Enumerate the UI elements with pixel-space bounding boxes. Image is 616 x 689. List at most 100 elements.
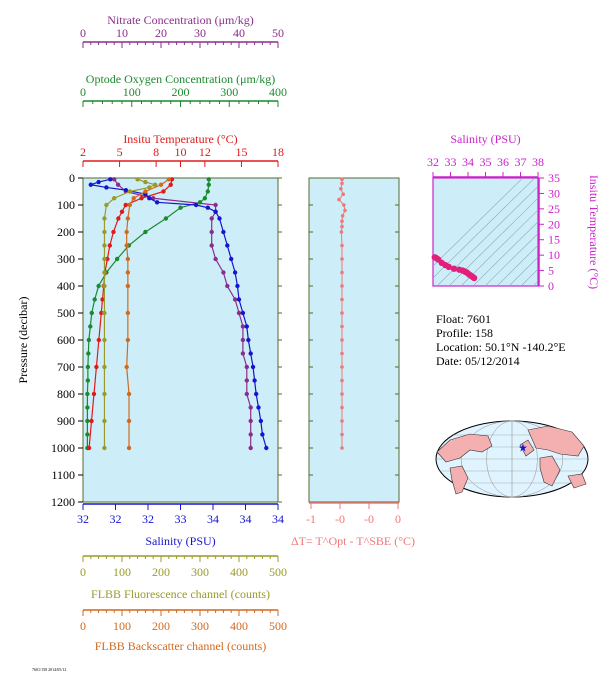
ts-x-tick-label: 34 xyxy=(462,155,474,169)
delta-t-point xyxy=(340,405,344,410)
ts-y-tick-label: 10 xyxy=(548,248,560,262)
delta-t-point xyxy=(340,432,344,437)
nitrate-series xyxy=(112,177,253,451)
temperature-point xyxy=(119,209,125,214)
ts-y-tick-label: 20 xyxy=(548,217,560,231)
salinity-point xyxy=(260,432,265,437)
salinity-point xyxy=(248,351,253,356)
backscatter-point xyxy=(125,216,131,221)
fluorescence-point xyxy=(152,182,158,187)
temperature-tick-label: 10 xyxy=(175,145,187,159)
backscatter-tick-label: 200 xyxy=(152,619,170,633)
temperature-tick-label: 5 xyxy=(117,145,123,159)
world-map: ★ xyxy=(435,420,589,498)
fluorescence-point xyxy=(143,179,148,185)
oxygen-tick-label: 400 xyxy=(269,85,287,99)
fluorescence-tick-label: 500 xyxy=(269,565,287,579)
nitrate-point xyxy=(225,283,230,289)
salinity-point xyxy=(235,283,240,289)
fluorescence-tick-label: 200 xyxy=(152,565,170,579)
salinity-point xyxy=(154,200,160,205)
nitrate-point xyxy=(248,418,253,424)
backscatter-point xyxy=(125,256,131,262)
delta-t-point xyxy=(340,419,344,423)
nitrate-tick-label: 0 xyxy=(80,26,86,40)
density-contour xyxy=(436,186,538,286)
nitrate-tick-label: 50 xyxy=(272,26,284,40)
temperature-point xyxy=(89,418,94,424)
fluorescence-point xyxy=(102,243,107,248)
density-contour xyxy=(557,168,616,286)
density-contour xyxy=(520,268,538,286)
temperature-tick-label: 12 xyxy=(199,145,211,159)
salinity-point xyxy=(246,337,251,343)
fluorescence-point xyxy=(102,283,107,289)
oxygen-point xyxy=(85,364,91,370)
fluorescence-point xyxy=(102,445,107,451)
delta-t-tick-label: -1 xyxy=(306,512,316,526)
nitrate-tick-label: 40 xyxy=(233,26,245,40)
delta-t-point xyxy=(340,257,344,261)
y-axis-label: Pressure (decibar) xyxy=(16,297,30,384)
nitrate-point xyxy=(244,391,249,397)
salinity-point xyxy=(225,243,230,248)
nitrate-point xyxy=(213,202,218,208)
fluorescence-point xyxy=(112,196,117,201)
y-tick-label: 0 xyxy=(69,171,75,185)
density-contour xyxy=(508,256,538,286)
fluorescence-point xyxy=(102,256,107,262)
nitrate-tick-label: 20 xyxy=(155,26,167,40)
ts-y-tick-label: 0 xyxy=(548,279,554,293)
delta-t-point xyxy=(340,181,344,186)
fluorescence-point xyxy=(102,310,107,316)
y-tick-label: 300 xyxy=(57,252,75,266)
oxygen-point xyxy=(85,378,91,383)
delta-t-point xyxy=(340,243,344,248)
nitrate-point xyxy=(115,182,121,187)
backscatter-point xyxy=(158,182,164,187)
delta-t-tick-label: -0 xyxy=(335,512,345,526)
salinity-point xyxy=(108,177,113,182)
salinity-point xyxy=(256,405,261,410)
fluorescence-series xyxy=(102,177,158,451)
backscatter-point xyxy=(126,418,132,424)
oxygen-point xyxy=(178,205,183,210)
density-contour xyxy=(496,244,538,286)
nitrate-point xyxy=(232,297,238,302)
delta-t-point xyxy=(340,378,344,383)
oxygen-point xyxy=(92,297,97,302)
y-tick-label: 400 xyxy=(57,279,75,293)
delta-t-point xyxy=(340,351,344,356)
delta-t-point xyxy=(342,203,346,207)
y-tick-label: 100 xyxy=(57,198,75,212)
salinity-point xyxy=(258,418,264,424)
y-tick-label: 900 xyxy=(57,414,75,428)
y-tick-label: 1200 xyxy=(51,495,75,509)
oxygen-point xyxy=(205,189,210,194)
temperature-point xyxy=(94,364,99,370)
temperature-tick-label: 8 xyxy=(153,145,159,159)
oxygen-point xyxy=(85,405,90,410)
oxygen-point xyxy=(206,177,211,182)
map-landmass xyxy=(449,465,469,495)
fluorescence-point xyxy=(102,364,107,370)
float-id: Float: 7601 xyxy=(436,312,491,326)
density-contour xyxy=(433,178,536,279)
salinity-point xyxy=(250,364,256,370)
nitrate-point xyxy=(112,177,117,182)
temperature-axis: 2 5 8 10 12 15 18 Insitu Temperature (°C) xyxy=(80,132,284,167)
oxygen-point xyxy=(86,337,92,343)
fluorescence-point xyxy=(102,229,107,235)
salinity-tick-label: 32 xyxy=(77,512,89,526)
temperature-point xyxy=(86,445,92,451)
oxygen-point xyxy=(202,196,208,201)
nitrate-axis: 0 10 20 30 40 50 Nitrate Concentration (μm/kg) xyxy=(80,13,284,48)
salinity-tick-label: 32 xyxy=(142,512,154,526)
nitrate-point xyxy=(236,310,242,316)
delta-t-series xyxy=(337,177,347,450)
delta-t-point xyxy=(341,192,346,196)
map-landmass xyxy=(436,433,493,463)
salinity-point xyxy=(104,185,109,190)
delta-t-point xyxy=(339,187,343,191)
